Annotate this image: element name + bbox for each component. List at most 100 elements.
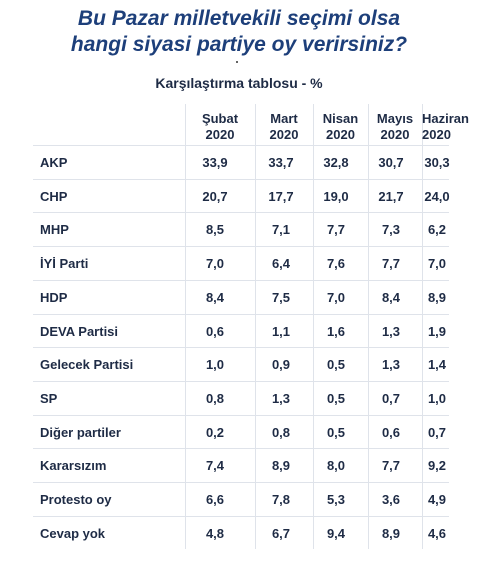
table-column-divider [368,104,369,549]
table-cell: 0,7 [381,391,401,406]
title-line: hangi siyasi partiye oy verirsiniz? [70,33,408,56]
table-row-divider [33,482,449,483]
row-label: Diğer partiler [40,425,121,440]
table-cell: 24,0 [424,189,450,204]
table-row-divider [33,516,449,517]
table-cell: 33,9 [202,155,228,170]
column-header: Şubat 2020 [185,111,255,143]
table-cell: 1,3 [271,391,291,406]
comparison-table: Şubat 2020 Mart 2020 Nisan 2020 Mayıs 2020 Hazir… [33,104,469,549]
column-header-year: 2020 [326,127,355,142]
table-cell: 7,7 [326,222,346,237]
table-cell: 17,7 [268,189,294,204]
column-header: Mart 2020 [255,111,313,143]
table-cell: 8,4 [205,290,225,305]
table-cell: 20,7 [202,189,228,204]
table-cell: 7,7 [381,256,401,271]
column-header-month: Haziran [422,111,469,126]
row-label: SP [40,391,58,406]
table-cell: 0,7 [427,425,447,440]
table-cell: 0,2 [205,425,225,440]
column-header-year: 2020 [422,127,451,142]
table-cell: 7,7 [381,458,401,473]
table-row-divider [33,280,449,281]
separator-dot [236,61,238,63]
row-label: Kararsızım [40,458,107,473]
column-header-month: Nisan [322,111,359,126]
table-column-divider [422,104,423,549]
table-row-divider [33,212,449,213]
table-cell: 7,0 [205,256,225,271]
table-cell: 8,5 [205,222,225,237]
table-row-divider [33,448,449,449]
table-cell: 7,1 [271,222,291,237]
table-cell: 6,7 [271,526,291,541]
row-label: AKP [40,155,68,170]
table-cell: 0,5 [326,391,346,406]
row-label: Cevap yok [40,526,106,541]
table-row-divider [33,314,449,315]
row-label: Gelecek Partisi [40,357,134,372]
table-cell: 6,2 [427,222,447,237]
column-header-year: 2020 [205,127,235,142]
column-header-month: Mart [270,111,298,126]
table-cell: 1,4 [427,357,447,372]
table-cell: 6,6 [205,492,225,507]
column-header: Mayıs 2020 [368,111,422,143]
table-cell: 1,1 [271,324,291,339]
table-column-divider [185,104,186,549]
column-header: Haziran 2020 [422,111,469,143]
table-cell: 7,8 [271,492,291,507]
table-cell: 4,6 [427,526,447,541]
table-cell: 0,8 [205,391,225,406]
row-label: Protesto oy [40,492,112,507]
table-row-divider [33,145,449,146]
table-row-divider [33,246,449,247]
column-header-year: 2020 [380,127,410,142]
table-cell: 1,3 [381,357,401,372]
table-cell: 0,6 [381,425,401,440]
row-label: DEVA Partisi [40,324,119,339]
table-cell: 32,8 [323,155,349,170]
table-cell: 1,6 [326,324,346,339]
table-cell: 9,4 [326,526,346,541]
row-label: MHP [40,222,69,237]
table-cell: 1,3 [381,324,401,339]
table-row-divider [33,415,449,416]
table-cell: 7,5 [271,290,291,305]
table-row-divider [33,381,449,382]
table-cell: 1,9 [427,324,447,339]
table-cell: 19,0 [323,189,349,204]
title-line: Bu Pazar milletvekili seçimi olsa [77,7,401,30]
table-cell: 7,6 [326,256,346,271]
table-cell: 0,5 [326,357,346,372]
table-column-divider [313,104,314,549]
row-label: İYİ Parti [40,256,89,271]
table-cell: 5,3 [326,492,346,507]
table-cell: 7,0 [326,290,346,305]
column-header-year: 2020 [269,127,299,142]
table-cell: 1,0 [205,357,225,372]
table-cell: 30,7 [378,155,404,170]
table-cell: 0,8 [271,425,291,440]
table-cell: 7,0 [427,256,447,271]
column-header: Nisan 2020 [313,111,368,143]
table-cell: 8,0 [326,458,346,473]
table-cell: 4,8 [205,526,225,541]
table-cell: 7,3 [381,222,401,237]
table-cell: 8,4 [381,290,401,305]
table-cell: 21,7 [378,189,404,204]
table-cell: 8,9 [381,526,401,541]
table-column-divider [255,104,256,549]
row-label: CHP [40,189,68,204]
table-cell: 33,7 [268,155,294,170]
column-header-month: Mayıs [376,111,414,126]
table-cell: 7,4 [205,458,225,473]
table-row-divider [33,347,449,348]
table-cell: 0,6 [205,324,225,339]
table-cell: 1,0 [427,391,447,406]
table-row-divider [33,179,449,180]
table-cell: 8,9 [271,458,291,473]
table-cell: 30,3 [424,155,450,170]
table-subtitle: Karşılaştırma tablosu - % [155,75,323,91]
